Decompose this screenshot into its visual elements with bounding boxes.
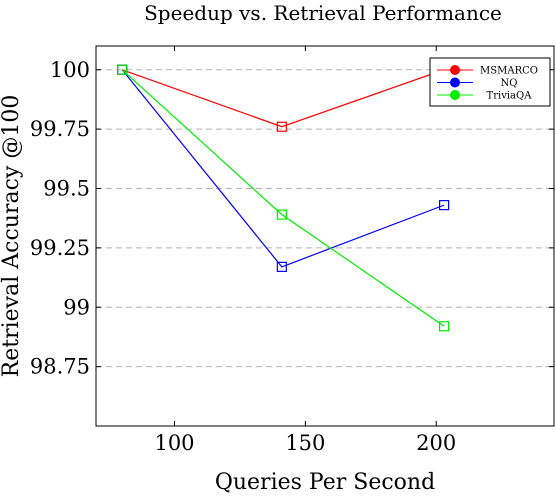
y-tick-label: 99.5 (43, 177, 90, 201)
data-point (438, 200, 450, 211)
legend-label: TriviaQA (487, 91, 533, 102)
series-line (121, 69, 445, 268)
grid (96, 69, 554, 368)
legend-swatch-marker (450, 77, 460, 88)
legend-label: MSMARCO (480, 66, 538, 77)
x-tick-label: 200 (416, 431, 456, 455)
y-tick-label: 100 (50, 58, 90, 82)
series-line (121, 69, 445, 128)
series-line (121, 69, 445, 327)
x-axis-label: Queries Per Second (215, 470, 435, 495)
legend-label: NQ (501, 78, 518, 89)
y-axis-label: Retrieval Accuracy @100 (0, 95, 24, 378)
data-point (117, 64, 128, 75)
legend-swatch-marker (450, 65, 460, 75)
plot-frame (95, 45, 555, 427)
y-tick-label: 99 (63, 295, 90, 319)
ticks: 98.75 99 99.25 99.5 99.75 100 100 150 200 (30, 46, 554, 455)
x-tick-label: 150 (285, 431, 325, 455)
chart-title: Speedup vs. Retrieval Performance (144, 1, 502, 25)
legend-swatch-marker (450, 90, 460, 100)
data-point (276, 121, 287, 132)
data-point (276, 261, 287, 272)
y-tick-label: 99.75 (30, 117, 90, 141)
x-tick-label: 100 (154, 431, 194, 455)
series-layer (117, 64, 450, 332)
y-tick-label: 99.25 (30, 236, 90, 260)
data-point (438, 321, 450, 332)
data-point (276, 209, 287, 220)
y-tick-label: 98.75 (30, 355, 90, 379)
